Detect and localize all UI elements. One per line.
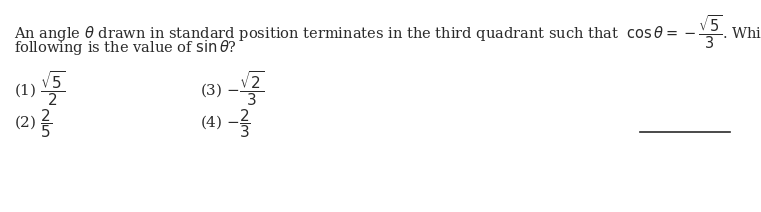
Text: (3) $-\dfrac{\sqrt{2}}{3}$: (3) $-\dfrac{\sqrt{2}}{3}$	[200, 69, 264, 108]
Text: (2) $\dfrac{2}{5}$: (2) $\dfrac{2}{5}$	[14, 107, 53, 140]
Text: (4) $-\dfrac{2}{3}$: (4) $-\dfrac{2}{3}$	[200, 107, 251, 140]
Text: An angle $\theta$ drawn in standard position terminates in the third quadrant su: An angle $\theta$ drawn in standard posi…	[14, 14, 761, 52]
Text: following is the value of $\sin\theta$?: following is the value of $\sin\theta$?	[14, 38, 237, 57]
Text: (1) $\dfrac{\sqrt{5}}{2}$: (1) $\dfrac{\sqrt{5}}{2}$	[14, 69, 65, 108]
